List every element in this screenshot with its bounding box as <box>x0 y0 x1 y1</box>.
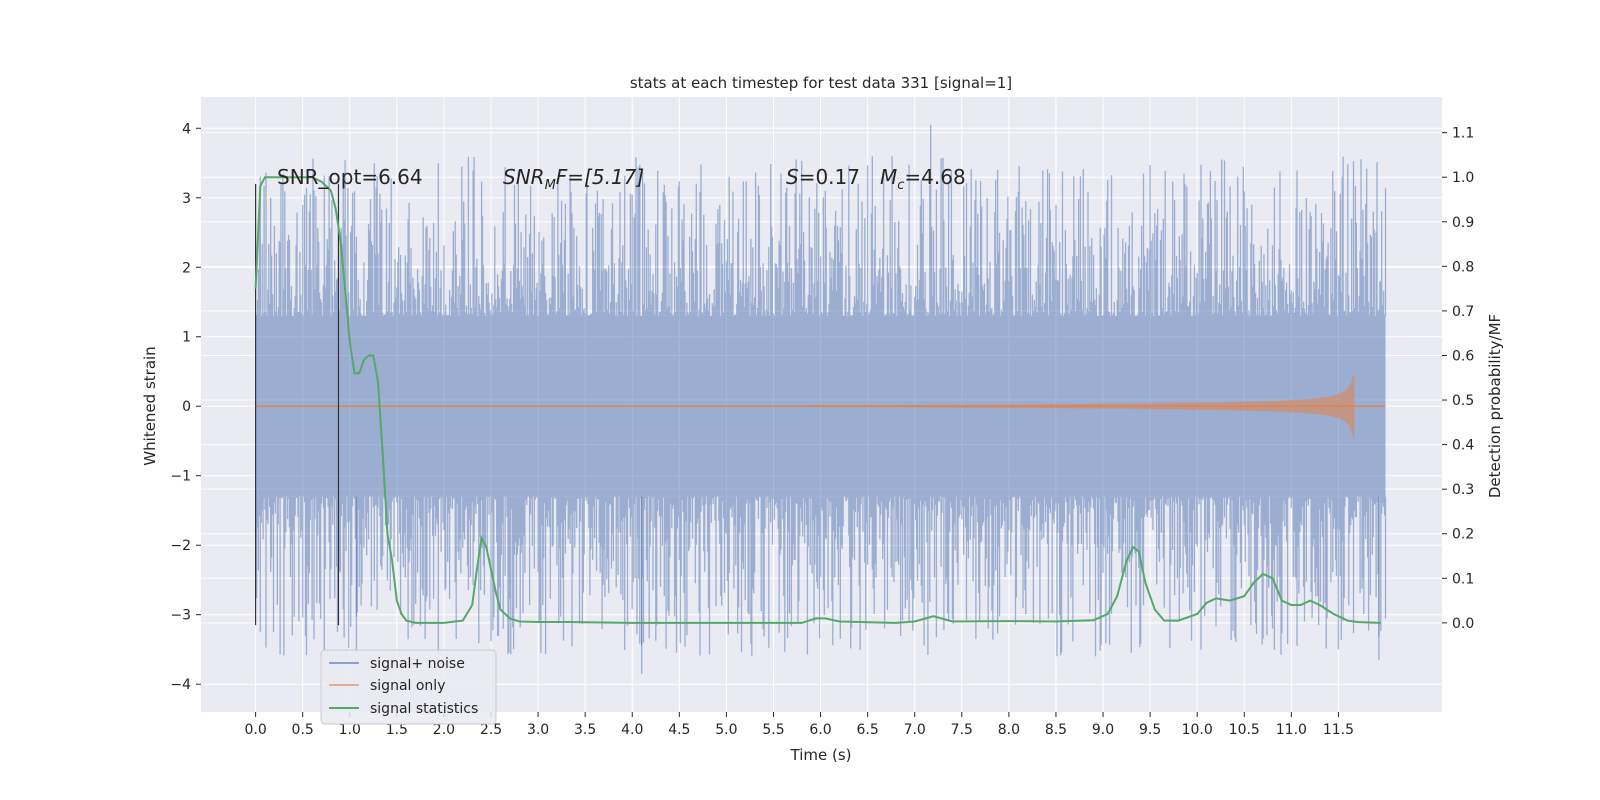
axes: 0.0 0.5 1.0 1.5 2.0 2.5 3.0 3.5 4.0 4.5 5.0 5.5 6.0 6… <box>170 121 1474 738</box>
legend-label-signal-only: signal only <box>370 678 445 694</box>
y-right-tick-label: 0.6 <box>1452 348 1474 364</box>
x-tick-label: 6.5 <box>857 722 879 738</box>
series-signal-statistics <box>254 176 1381 624</box>
y-right-tick-label: 0.7 <box>1452 304 1474 320</box>
y-right-tick-label: 0.1 <box>1452 571 1474 587</box>
y-right-tick-label: 0.3 <box>1452 482 1474 498</box>
x-tick-label: 1.5 <box>386 722 408 738</box>
x-tick-label: 11.5 <box>1323 722 1354 738</box>
annotation-snr-mf-rest: F=[5.17] <box>556 165 644 189</box>
x-tick-label: 4.0 <box>621 722 643 738</box>
y-tick-label: −1 <box>170 469 191 485</box>
y-right-tick-label: 0.0 <box>1452 616 1474 632</box>
annotation-snr-mf: SNRMF=[5.17] <box>503 165 644 193</box>
x-tick-label: 8.5 <box>1045 722 1067 738</box>
x-tick-label: 6.0 <box>809 722 831 738</box>
y-right-tick-label: 0.4 <box>1452 438 1474 454</box>
annotation-mc-sub: c <box>897 178 904 193</box>
y-right-tick-label: 1.1 <box>1452 126 1474 142</box>
x-tick-label: 9.5 <box>1139 722 1161 738</box>
x-tick-label: 7.5 <box>951 722 973 738</box>
y-axis-right-label: Detection probability/MF <box>1486 314 1504 498</box>
signal-statistics-line <box>254 176 1381 624</box>
legend-label-signal-statistics: signal statistics <box>370 701 478 717</box>
y-tick-label: 4 <box>182 121 191 137</box>
vertical-markers <box>255 183 340 626</box>
chart-title: stats at each timestep for test data 331… <box>630 74 1012 92</box>
y-right-tick-label: 0.2 <box>1452 527 1474 543</box>
annotation-mc-value: =4.68 <box>904 165 965 189</box>
x-tick-label: 2.5 <box>480 722 502 738</box>
noise-spikes-upper <box>255 124 1387 674</box>
x-tick-label: 0.5 <box>292 722 314 738</box>
annotation-s-base: S <box>786 165 799 189</box>
series-signal-only <box>255 371 1386 441</box>
x-tick-label: 10.5 <box>1229 722 1260 738</box>
legend: signal+ noise signal only signal statist… <box>320 649 497 725</box>
x-tick-label: 10.0 <box>1182 722 1213 738</box>
annotation-snr-opt: SNR_opt=6.64 <box>277 165 423 189</box>
x-tick-label: 5.5 <box>762 722 784 738</box>
x-tick-label: 3.5 <box>574 722 596 738</box>
x-tick-label: 3.0 <box>527 722 549 738</box>
annotation-s: S=0.17 <box>786 165 860 189</box>
x-axis-label: Time (s) <box>790 746 852 764</box>
annotation-snr-mf-sub: M <box>545 178 556 193</box>
annotation-s-value: =0.17 <box>799 165 860 189</box>
legend-label-signal-noise: signal+ noise <box>370 656 465 672</box>
annotation-mc: Mc=4.68 <box>880 165 966 193</box>
x-tick-label: 0.0 <box>244 722 266 738</box>
annotation-mc-base: M <box>880 165 897 189</box>
y-right-tick-label: 1.0 <box>1452 170 1474 186</box>
x-tick-label: 8.0 <box>998 722 1020 738</box>
legend-box <box>320 649 497 725</box>
y-tick-label: 3 <box>182 191 191 207</box>
annotation-snr-mf-base: SNR <box>503 165 545 189</box>
y-tick-label: 0 <box>182 399 191 415</box>
y-tick-label: 2 <box>182 260 191 276</box>
x-tick-label: 11.0 <box>1276 722 1307 738</box>
x-tick-label: 2.0 <box>433 722 455 738</box>
x-tick-label: 4.5 <box>668 722 690 738</box>
y-right-tick-label: 0.8 <box>1452 259 1474 275</box>
y-right-tick-label: 0.5 <box>1452 393 1474 409</box>
y-tick-label: 1 <box>182 330 191 346</box>
x-tick-label: 5.0 <box>715 722 737 738</box>
y-tick-label: −4 <box>170 677 191 693</box>
x-tick-label: 1.0 <box>339 722 361 738</box>
y-axis-label: Whitened strain <box>141 346 159 465</box>
y-tick-label: −3 <box>170 608 191 624</box>
y-tick-label: −2 <box>170 538 191 554</box>
x-tick-label: 7.0 <box>904 722 926 738</box>
y-right-tick-label: 0.9 <box>1452 215 1474 231</box>
x-tick-label: 9.0 <box>1092 722 1114 738</box>
